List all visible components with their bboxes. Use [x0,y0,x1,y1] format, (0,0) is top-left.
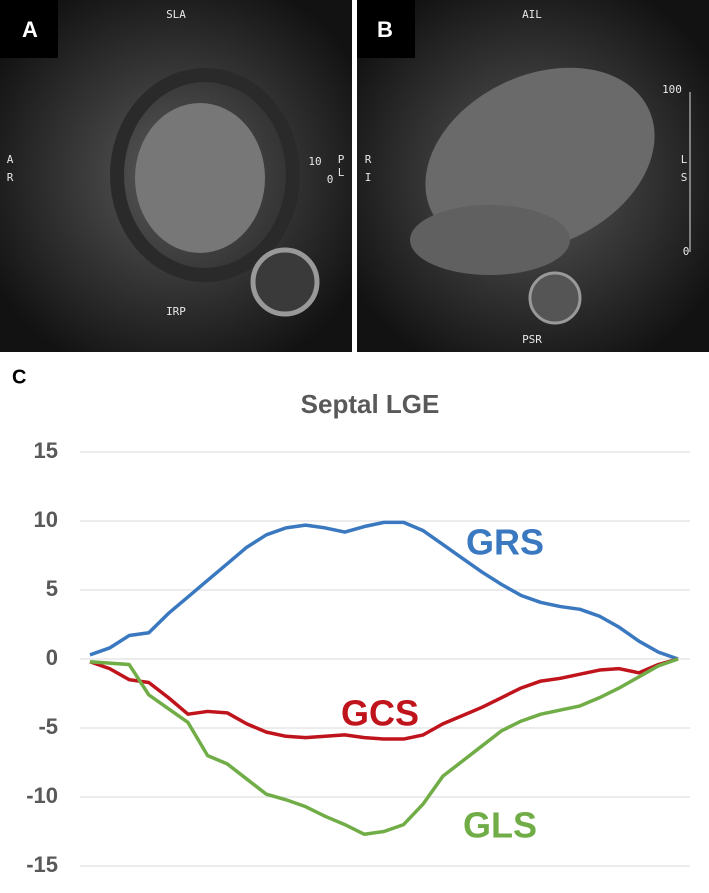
series-label: GLS [463,805,537,846]
orientation-label: S [681,171,688,184]
y-tick-label: 10 [34,507,58,532]
series-line [89,657,679,837]
panel-label: C [12,366,26,388]
orientation-label: PSR [522,333,542,346]
orientation-label: P [338,153,345,166]
y-tick-label: -10 [26,783,58,808]
series-label: GCS [341,693,419,734]
y-tick-label: 15 [34,438,58,463]
orientation-label: R [365,153,372,166]
series-label: GRS [466,522,544,563]
scale-label: 0 [327,173,334,186]
orientation-label: A [7,153,14,166]
panel-label: A [22,17,38,42]
orientation-label: IRP [166,305,186,318]
scale-label: 100 [662,83,682,96]
orientation-label: L [681,153,688,166]
orientation-label: SLA [166,8,186,21]
orientation-label: L [338,166,345,179]
scale-label: 10 [308,155,321,168]
series-line [89,657,679,741]
orientation-label: AIL [522,8,542,21]
series-line [89,520,679,661]
y-tick-label: 5 [46,576,58,601]
panel-b: B AIL R I 100 L S 0 PSR [357,0,709,352]
orientation-label: R [7,171,14,184]
y-tick-label: -5 [38,714,58,739]
panel-label: B [377,17,393,42]
y-tick-label: -15 [26,852,58,877]
chart-title: Septal LGE [301,389,440,419]
panel-a: A SLA A R 10 P L 0 IRP [0,0,352,352]
orientation-label: I [365,171,372,184]
scale-label: 0 [683,245,690,258]
y-tick-label: 0 [46,645,58,670]
